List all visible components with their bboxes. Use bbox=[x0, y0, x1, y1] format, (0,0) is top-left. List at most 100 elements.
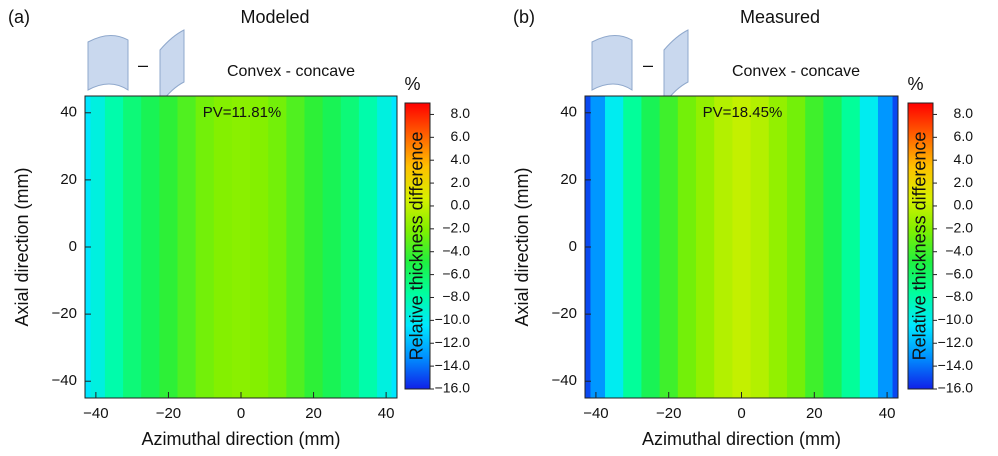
colorbar-tick-label: 4.0 bbox=[954, 151, 974, 167]
field-strip bbox=[268, 96, 287, 398]
y-tick-label: 40 bbox=[60, 104, 77, 121]
colorbar-tick-label: −10.0 bbox=[938, 311, 974, 327]
colorbar-tick-label: 8.0 bbox=[451, 105, 471, 121]
colorbar-tick-label: −8.0 bbox=[945, 288, 973, 304]
colorbar-tick-label: −12.0 bbox=[938, 334, 974, 350]
field-strip bbox=[250, 96, 269, 398]
field-strip bbox=[195, 96, 215, 398]
field-strip bbox=[877, 96, 894, 398]
colorbar-tick-label: −2.0 bbox=[945, 220, 973, 236]
colorbar-tick-label: 0.0 bbox=[451, 197, 471, 213]
colorbar-tick-label: −16.0 bbox=[938, 380, 974, 396]
field-strip bbox=[750, 96, 770, 398]
field-strip bbox=[677, 96, 697, 398]
x-tick-label: −40 bbox=[583, 405, 608, 422]
colorbar-label: Relative thickness difference bbox=[909, 132, 929, 361]
x-tick-label: 40 bbox=[879, 405, 896, 422]
field-strip bbox=[159, 96, 179, 398]
colorbar-unit: % bbox=[907, 74, 923, 94]
colorbar-tick-label: −14.0 bbox=[435, 357, 471, 373]
y-tick-label: −20 bbox=[552, 305, 577, 322]
y-axis-label: Axial direction (mm) bbox=[12, 167, 32, 326]
field-strip bbox=[641, 96, 661, 398]
icon-convex bbox=[591, 35, 633, 91]
field-strip bbox=[377, 96, 393, 398]
colorbar bbox=[907, 102, 934, 390]
field-strip bbox=[286, 96, 305, 398]
colorbar bbox=[404, 102, 431, 390]
colorbar-tick-label: −10.0 bbox=[435, 311, 471, 327]
field-strip bbox=[340, 96, 360, 398]
colorbar-tick-label: 2.0 bbox=[954, 174, 974, 190]
icons-b bbox=[591, 29, 689, 106]
field-strip bbox=[841, 96, 861, 398]
colorbar-label: Relative thickness difference bbox=[406, 132, 426, 361]
colorbar-tick-label: −2.0 bbox=[442, 220, 470, 236]
field-strip bbox=[322, 96, 342, 398]
x-tick-label: 40 bbox=[378, 405, 395, 422]
field-strip bbox=[391, 96, 398, 398]
y-axis-label: Axial direction (mm) bbox=[512, 167, 532, 326]
colorbar-tick-label: −6.0 bbox=[442, 265, 470, 281]
icon-convex bbox=[87, 35, 129, 91]
y-tick-label: 0 bbox=[69, 238, 77, 255]
field-strip bbox=[659, 96, 679, 398]
field-strip bbox=[90, 96, 106, 398]
colorbar-tick-label: 8.0 bbox=[954, 105, 974, 121]
field-strip bbox=[805, 96, 824, 398]
x-tick-label: −20 bbox=[656, 405, 681, 422]
y-tick-label: 0 bbox=[569, 238, 577, 255]
field-strip bbox=[859, 96, 879, 398]
y-tick-label: 20 bbox=[560, 171, 577, 188]
field-strip bbox=[768, 96, 788, 398]
field-strip bbox=[732, 96, 752, 398]
field-strip bbox=[177, 96, 197, 398]
y-tick-label: 40 bbox=[560, 104, 577, 121]
colorbar-tick-label: −8.0 bbox=[442, 288, 470, 304]
field-strip bbox=[104, 96, 124, 398]
y-tick-label: 20 bbox=[60, 171, 77, 188]
x-tick-label: 20 bbox=[305, 405, 322, 422]
field-strip bbox=[714, 96, 733, 398]
field-strip bbox=[590, 96, 606, 398]
field-strip bbox=[623, 96, 642, 398]
field-strip bbox=[892, 96, 899, 398]
colorbar-unit: % bbox=[404, 74, 420, 94]
x-axis-label: Azimuthal direction (mm) bbox=[642, 429, 841, 449]
panel-label: (b) bbox=[513, 7, 535, 27]
colorbar-tick-label: −12.0 bbox=[435, 334, 471, 350]
field-strip bbox=[141, 96, 160, 398]
colorbar-tick-label: 6.0 bbox=[451, 128, 471, 144]
field-strip bbox=[304, 96, 324, 398]
x-tick-label: 20 bbox=[806, 405, 823, 422]
y-tick-label: −40 bbox=[552, 372, 577, 389]
x-tick-label: −40 bbox=[83, 405, 108, 422]
annotation: PV=18.45% bbox=[703, 104, 783, 121]
field-strip bbox=[213, 96, 233, 398]
colorbar-tick-label: 6.0 bbox=[954, 128, 974, 144]
x-tick-label: 0 bbox=[737, 405, 745, 422]
annotation: PV=11.81% bbox=[203, 104, 282, 121]
x-axis-label: Azimuthal direction (mm) bbox=[141, 429, 340, 449]
field-strip bbox=[231, 96, 251, 398]
field-strip bbox=[123, 96, 142, 398]
field-strip bbox=[605, 96, 624, 398]
colorbar-tick-label: −4.0 bbox=[442, 242, 470, 258]
x-tick-label: 0 bbox=[237, 405, 245, 422]
operator: – bbox=[643, 55, 653, 75]
field-strip bbox=[786, 96, 806, 398]
icon-concave bbox=[159, 29, 185, 106]
panel-label: (a) bbox=[8, 7, 30, 27]
y-tick-label: −20 bbox=[52, 305, 77, 322]
subtitle: Convex - concave bbox=[732, 63, 860, 80]
chart-title: Measured bbox=[740, 7, 820, 27]
colorbar-tick-label: −4.0 bbox=[945, 242, 973, 258]
colorbar-tick-label: 2.0 bbox=[451, 174, 471, 190]
colorbar-tick-label: −14.0 bbox=[938, 357, 974, 373]
operator: – bbox=[138, 55, 148, 75]
colorbar-tick-label: 0.0 bbox=[954, 197, 974, 213]
colorbar-tick-label: −6.0 bbox=[945, 265, 973, 281]
field-strip bbox=[696, 96, 715, 398]
x-tick-label: −20 bbox=[156, 405, 181, 422]
